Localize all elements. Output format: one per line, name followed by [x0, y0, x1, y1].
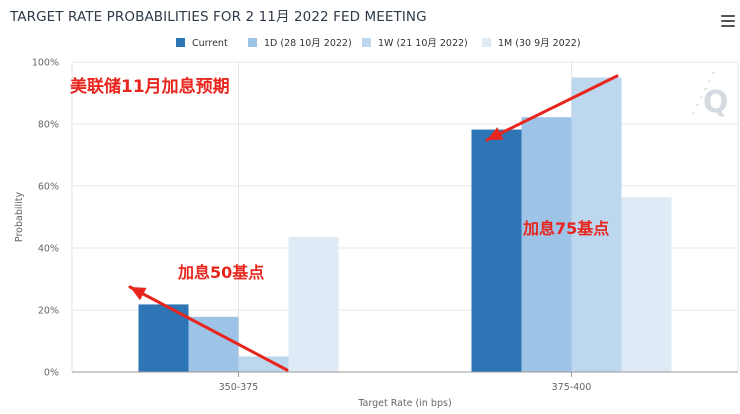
hamburger-menu-icon[interactable]	[721, 15, 735, 27]
x-tick-label: 350-375	[219, 382, 259, 393]
watermark-dot	[712, 72, 715, 74]
arrow-50bp	[128, 285, 289, 372]
y-tick-label: 0%	[44, 368, 59, 379]
bar-375-400-1	[521, 117, 572, 373]
bar-350-375-1	[188, 316, 239, 372]
menu-line	[721, 25, 735, 27]
q-logo-icon: Q	[703, 85, 729, 120]
legend-label: 1D (28 10月 2022)	[264, 38, 352, 49]
y-tick-label: 60%	[38, 182, 59, 193]
watermark-dot	[700, 96, 703, 98]
menu-line	[721, 20, 735, 22]
legend-label: Current	[192, 38, 228, 49]
bar-375-400-2	[571, 77, 622, 372]
arrow-head	[130, 287, 147, 301]
arrow-75bp	[485, 74, 619, 142]
menu-line	[721, 15, 735, 17]
q-logo-icon: Q	[692, 72, 729, 120]
bar-375-400-0	[471, 129, 522, 372]
watermark-dot	[692, 112, 695, 114]
bars	[138, 77, 672, 373]
y-tick-label: 80%	[38, 120, 59, 131]
chart-title: TARGET RATE PROBABILITIES FOR 2 11月 2022…	[10, 9, 427, 25]
bar-350-375-2	[238, 356, 289, 372]
annotation-title: 美联储11月加息预期	[70, 76, 230, 97]
watermark-dot	[708, 80, 711, 82]
watermark-dots	[692, 72, 715, 114]
legend-swatch	[248, 38, 257, 47]
y-tick-label: 40%	[38, 244, 59, 255]
legend-label: 1W (21 10月 2022)	[378, 38, 468, 49]
x-tick-label: 375-400	[552, 382, 592, 393]
bar-350-375-3	[288, 236, 339, 372]
legend-label: 1M (30 9月 2022)	[498, 38, 581, 49]
arrow-shaft	[485, 74, 619, 142]
arrow-shaft	[128, 285, 289, 372]
arrow-head	[487, 127, 504, 140]
y-axis-title: Probability	[14, 192, 25, 243]
legend: Current 1D (28 10月 2022) 1W (21 10月 2022) 1…	[176, 38, 581, 49]
bar-350-375-0	[138, 304, 189, 372]
legend-swatch	[482, 38, 491, 47]
y-tick-label: 100%	[32, 58, 59, 69]
legend-swatch	[176, 38, 185, 47]
legend-swatch	[362, 38, 371, 47]
annotation-hike-75: 加息75基点	[522, 219, 609, 238]
y-tick-label: 20%	[38, 306, 59, 317]
watermark-dot	[696, 104, 699, 106]
watermark-dot	[704, 88, 707, 90]
axes: 0% 20% 40% 60% 80% 100% 350-375 375-400 Target R…	[14, 58, 738, 409]
bar-375-400-3	[621, 197, 672, 372]
x-axis-title: Target Rate (in bps)	[357, 398, 451, 409]
annotation-hike-50: 加息50基点	[177, 263, 264, 282]
